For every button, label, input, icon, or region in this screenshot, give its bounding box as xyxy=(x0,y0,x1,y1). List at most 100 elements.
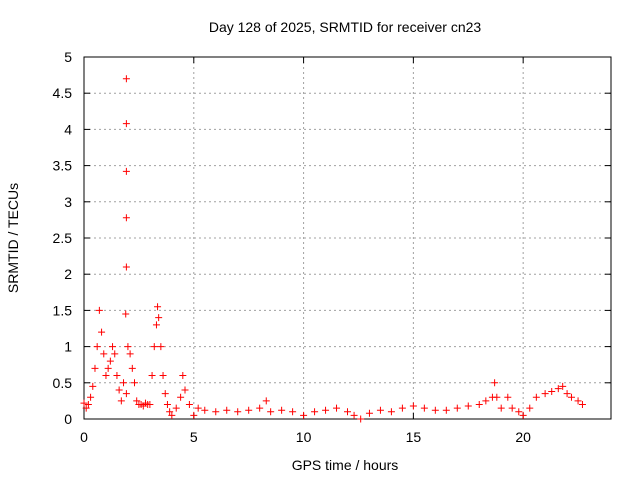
data-point xyxy=(267,408,275,416)
data-point xyxy=(504,393,512,401)
data-point xyxy=(179,372,187,380)
grid xyxy=(84,57,611,419)
data-point xyxy=(122,75,130,83)
data-point xyxy=(148,372,156,380)
data-point xyxy=(497,404,505,412)
x-tick-label: 20 xyxy=(515,429,531,445)
data-point xyxy=(82,404,90,412)
data-point xyxy=(365,409,373,417)
data-point xyxy=(181,386,189,394)
data-point xyxy=(212,408,220,416)
data-point xyxy=(420,404,428,412)
data-point xyxy=(157,343,165,351)
data-point xyxy=(109,343,117,351)
data-point xyxy=(133,397,141,405)
data-point xyxy=(322,406,330,414)
data-point xyxy=(159,372,167,380)
data-point xyxy=(559,382,567,390)
data-point xyxy=(122,310,130,318)
data-point xyxy=(122,263,130,271)
data-point xyxy=(122,167,130,175)
x-tick-label: 0 xyxy=(80,429,88,445)
data-point xyxy=(172,404,180,412)
data-point xyxy=(567,393,575,401)
data-point xyxy=(163,401,171,409)
data-point xyxy=(578,401,586,409)
x-tick-labels: 0 5 10 15 20 xyxy=(80,429,531,445)
data-point xyxy=(185,401,193,409)
data-point xyxy=(376,406,384,414)
data-point xyxy=(491,379,499,387)
data-point xyxy=(574,397,582,405)
y-tick-label: 3 xyxy=(64,194,72,210)
data-point xyxy=(100,350,108,358)
data-point xyxy=(223,406,231,414)
data-point xyxy=(89,382,97,390)
data-point xyxy=(201,406,209,414)
data-point xyxy=(344,408,351,416)
data-point xyxy=(464,402,472,410)
data-point xyxy=(146,401,154,409)
data-point xyxy=(357,415,365,423)
y-tick-label: 2.5 xyxy=(53,230,73,246)
data-point xyxy=(526,404,534,412)
data-point xyxy=(190,411,198,419)
data-point xyxy=(104,364,112,372)
data-point xyxy=(563,390,571,398)
data-point xyxy=(98,328,106,336)
data-point xyxy=(154,303,162,311)
data-point xyxy=(431,406,439,414)
y-tick-label: 1.5 xyxy=(53,302,73,318)
y-tick-label: 3.5 xyxy=(53,158,73,174)
y-tick-label: 0 xyxy=(64,411,72,427)
data-point xyxy=(84,401,92,409)
data-point xyxy=(161,390,169,398)
data-point xyxy=(508,404,516,412)
data-point xyxy=(475,401,483,409)
data-point xyxy=(155,314,163,322)
data-point xyxy=(120,379,128,387)
data-point xyxy=(278,406,286,414)
y-tick-label: 0.5 xyxy=(53,375,73,391)
y-tick-labels: 0 0.5 1 1.5 2 2.5 3 3.5 4 4.5 5 xyxy=(53,49,73,427)
data-point xyxy=(515,408,523,416)
data-point xyxy=(442,406,450,414)
data-point xyxy=(117,397,125,405)
data-point xyxy=(493,393,501,401)
chart-title: Day 128 of 2025, SRMTID for receiver cn2… xyxy=(209,19,482,35)
data-point xyxy=(93,343,101,351)
data-point xyxy=(548,387,556,395)
data-point xyxy=(111,350,119,358)
data-point xyxy=(482,397,490,405)
data-point xyxy=(168,411,176,419)
data-point xyxy=(311,408,319,416)
data-point xyxy=(398,404,406,412)
data-point xyxy=(234,408,242,416)
data-point xyxy=(350,411,358,419)
data-point xyxy=(166,408,174,416)
data-point xyxy=(115,386,123,394)
data-point xyxy=(262,397,270,405)
data-point xyxy=(194,404,202,412)
data-point xyxy=(122,120,130,128)
data-point xyxy=(80,399,88,407)
data-point xyxy=(102,372,110,380)
data-point xyxy=(519,411,527,419)
data-point xyxy=(128,364,136,372)
data-point xyxy=(532,393,540,401)
data-point xyxy=(300,411,308,419)
data-points xyxy=(80,75,586,423)
data-point xyxy=(106,357,114,365)
y-tick-label: 1 xyxy=(64,339,72,355)
data-point xyxy=(113,372,121,380)
data-point xyxy=(152,321,160,329)
data-point xyxy=(131,379,139,387)
data-point xyxy=(177,393,185,401)
y-tick-label: 4.5 xyxy=(53,85,73,101)
data-point xyxy=(150,343,158,351)
x-tick-label: 10 xyxy=(296,429,312,445)
x-tick-label: 5 xyxy=(190,429,198,445)
data-point xyxy=(554,385,562,393)
data-point xyxy=(122,390,130,398)
